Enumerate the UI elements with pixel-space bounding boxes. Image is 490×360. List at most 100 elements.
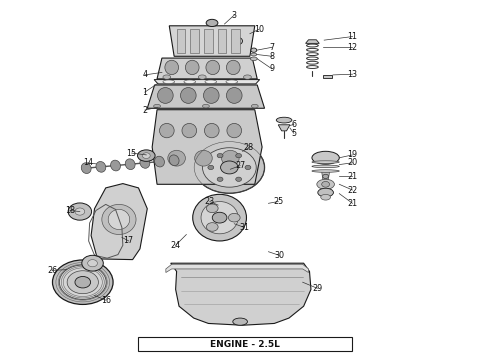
Polygon shape xyxy=(306,40,319,43)
Text: 30: 30 xyxy=(274,251,284,260)
Ellipse shape xyxy=(226,87,242,103)
Ellipse shape xyxy=(82,255,103,271)
Ellipse shape xyxy=(217,153,223,158)
Ellipse shape xyxy=(125,159,135,170)
Ellipse shape xyxy=(227,123,242,138)
Bar xyxy=(190,29,199,53)
Ellipse shape xyxy=(206,60,220,75)
Ellipse shape xyxy=(195,150,212,166)
Ellipse shape xyxy=(184,80,196,84)
Text: 13: 13 xyxy=(347,70,358,79)
Ellipse shape xyxy=(245,165,251,170)
Ellipse shape xyxy=(138,150,155,161)
Polygon shape xyxy=(278,125,290,131)
Ellipse shape xyxy=(236,153,242,158)
Ellipse shape xyxy=(185,60,199,75)
Ellipse shape xyxy=(212,212,227,223)
Ellipse shape xyxy=(102,204,136,234)
Text: 29: 29 xyxy=(312,284,322,293)
Ellipse shape xyxy=(202,148,256,187)
Ellipse shape xyxy=(202,104,209,108)
Text: 26: 26 xyxy=(47,266,57,275)
Ellipse shape xyxy=(75,208,85,215)
Text: 7: 7 xyxy=(270,43,274,52)
Ellipse shape xyxy=(226,80,238,84)
Ellipse shape xyxy=(206,204,218,213)
Ellipse shape xyxy=(59,265,106,300)
Ellipse shape xyxy=(182,123,196,138)
Text: 14: 14 xyxy=(83,158,93,167)
Ellipse shape xyxy=(194,141,265,193)
Text: 8: 8 xyxy=(270,52,274,61)
Bar xyxy=(138,337,352,351)
Ellipse shape xyxy=(321,194,331,200)
Ellipse shape xyxy=(206,223,218,231)
Ellipse shape xyxy=(323,174,329,179)
Polygon shape xyxy=(322,172,330,182)
Ellipse shape xyxy=(180,87,196,103)
Text: 10: 10 xyxy=(254,25,264,34)
Text: 9: 9 xyxy=(270,64,274,73)
Text: 31: 31 xyxy=(239,223,249,232)
Ellipse shape xyxy=(163,80,174,84)
Ellipse shape xyxy=(250,57,257,60)
Bar xyxy=(218,29,226,53)
Ellipse shape xyxy=(159,123,174,138)
Polygon shape xyxy=(154,80,260,84)
Bar xyxy=(323,75,332,78)
Ellipse shape xyxy=(201,202,238,234)
Ellipse shape xyxy=(322,181,330,187)
Ellipse shape xyxy=(312,151,339,164)
Ellipse shape xyxy=(88,260,98,267)
Ellipse shape xyxy=(52,260,113,305)
Ellipse shape xyxy=(67,271,98,294)
Text: ENGINE - 2.5L: ENGINE - 2.5L xyxy=(210,340,280,349)
Ellipse shape xyxy=(154,156,165,167)
Text: 4: 4 xyxy=(142,71,147,80)
Ellipse shape xyxy=(220,161,238,174)
Ellipse shape xyxy=(140,158,150,168)
Ellipse shape xyxy=(318,188,333,197)
Ellipse shape xyxy=(276,117,292,123)
Ellipse shape xyxy=(158,87,173,103)
Ellipse shape xyxy=(169,155,179,166)
Polygon shape xyxy=(91,184,147,260)
Text: 19: 19 xyxy=(347,150,358,159)
Ellipse shape xyxy=(312,165,339,168)
Ellipse shape xyxy=(251,53,257,56)
Ellipse shape xyxy=(317,179,334,189)
Ellipse shape xyxy=(165,60,178,75)
Text: 20: 20 xyxy=(347,158,358,167)
Ellipse shape xyxy=(198,75,206,79)
Polygon shape xyxy=(157,58,257,79)
Ellipse shape xyxy=(75,276,91,288)
Text: 24: 24 xyxy=(171,241,181,250)
Ellipse shape xyxy=(244,75,251,79)
Text: 15: 15 xyxy=(126,149,137,158)
Ellipse shape xyxy=(251,48,257,52)
Text: 17: 17 xyxy=(123,237,134,246)
Text: 18: 18 xyxy=(65,206,75,215)
Ellipse shape xyxy=(205,80,217,84)
Ellipse shape xyxy=(168,150,185,166)
Polygon shape xyxy=(166,264,309,273)
Text: 28: 28 xyxy=(244,143,254,152)
Text: 21: 21 xyxy=(347,172,358,181)
Text: 11: 11 xyxy=(347,32,358,41)
Bar xyxy=(176,29,185,53)
Text: 27: 27 xyxy=(235,161,245,170)
Ellipse shape xyxy=(312,161,339,163)
Ellipse shape xyxy=(108,210,130,229)
Polygon shape xyxy=(169,26,255,56)
Ellipse shape xyxy=(233,318,247,325)
Text: 25: 25 xyxy=(273,197,283,206)
Bar xyxy=(231,29,240,53)
Ellipse shape xyxy=(68,203,92,220)
Text: 23: 23 xyxy=(205,197,215,206)
Ellipse shape xyxy=(143,153,150,158)
Text: 1: 1 xyxy=(142,87,147,96)
Text: 2: 2 xyxy=(142,105,147,114)
Ellipse shape xyxy=(206,19,218,27)
Text: 6: 6 xyxy=(292,120,296,129)
Ellipse shape xyxy=(204,123,219,138)
